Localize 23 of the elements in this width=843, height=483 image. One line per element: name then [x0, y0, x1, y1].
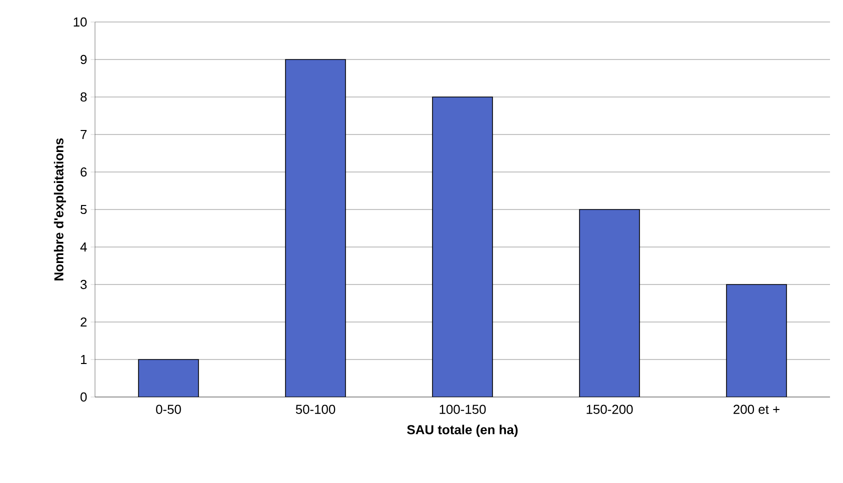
y-tick-label: 9 [80, 54, 87, 64]
bar [138, 359, 199, 397]
y-tick-label: 1 [81, 355, 87, 364]
y-tick-label: 8 [80, 92, 87, 102]
x-tick-label: 0-50 [156, 404, 181, 414]
y-tick-label: 3 [80, 280, 87, 290]
bar [726, 284, 787, 397]
x-tick-label: 100-150 [440, 404, 486, 414]
y-tick-label: 2 [80, 317, 87, 327]
x-tick-label: 200 et + [734, 404, 780, 414]
y-tick-label: 10 [74, 17, 87, 27]
bar [579, 209, 640, 397]
y-tick-label: 6 [80, 167, 87, 177]
y-tick-label: 7 [80, 130, 87, 139]
x-tick-label: 50-100 [296, 404, 336, 414]
bar [285, 59, 346, 397]
y-tick-label: 4 [80, 242, 87, 252]
bar [432, 96, 493, 397]
y-tick-label: 5 [80, 204, 87, 214]
x-axis-title: SAU totale (en ha) [407, 424, 518, 437]
y-axis-title: Nombre d'exploitations [54, 138, 66, 280]
x-tick-label: 150-200 [586, 404, 633, 414]
y-tick-label: 0 [80, 392, 87, 402]
